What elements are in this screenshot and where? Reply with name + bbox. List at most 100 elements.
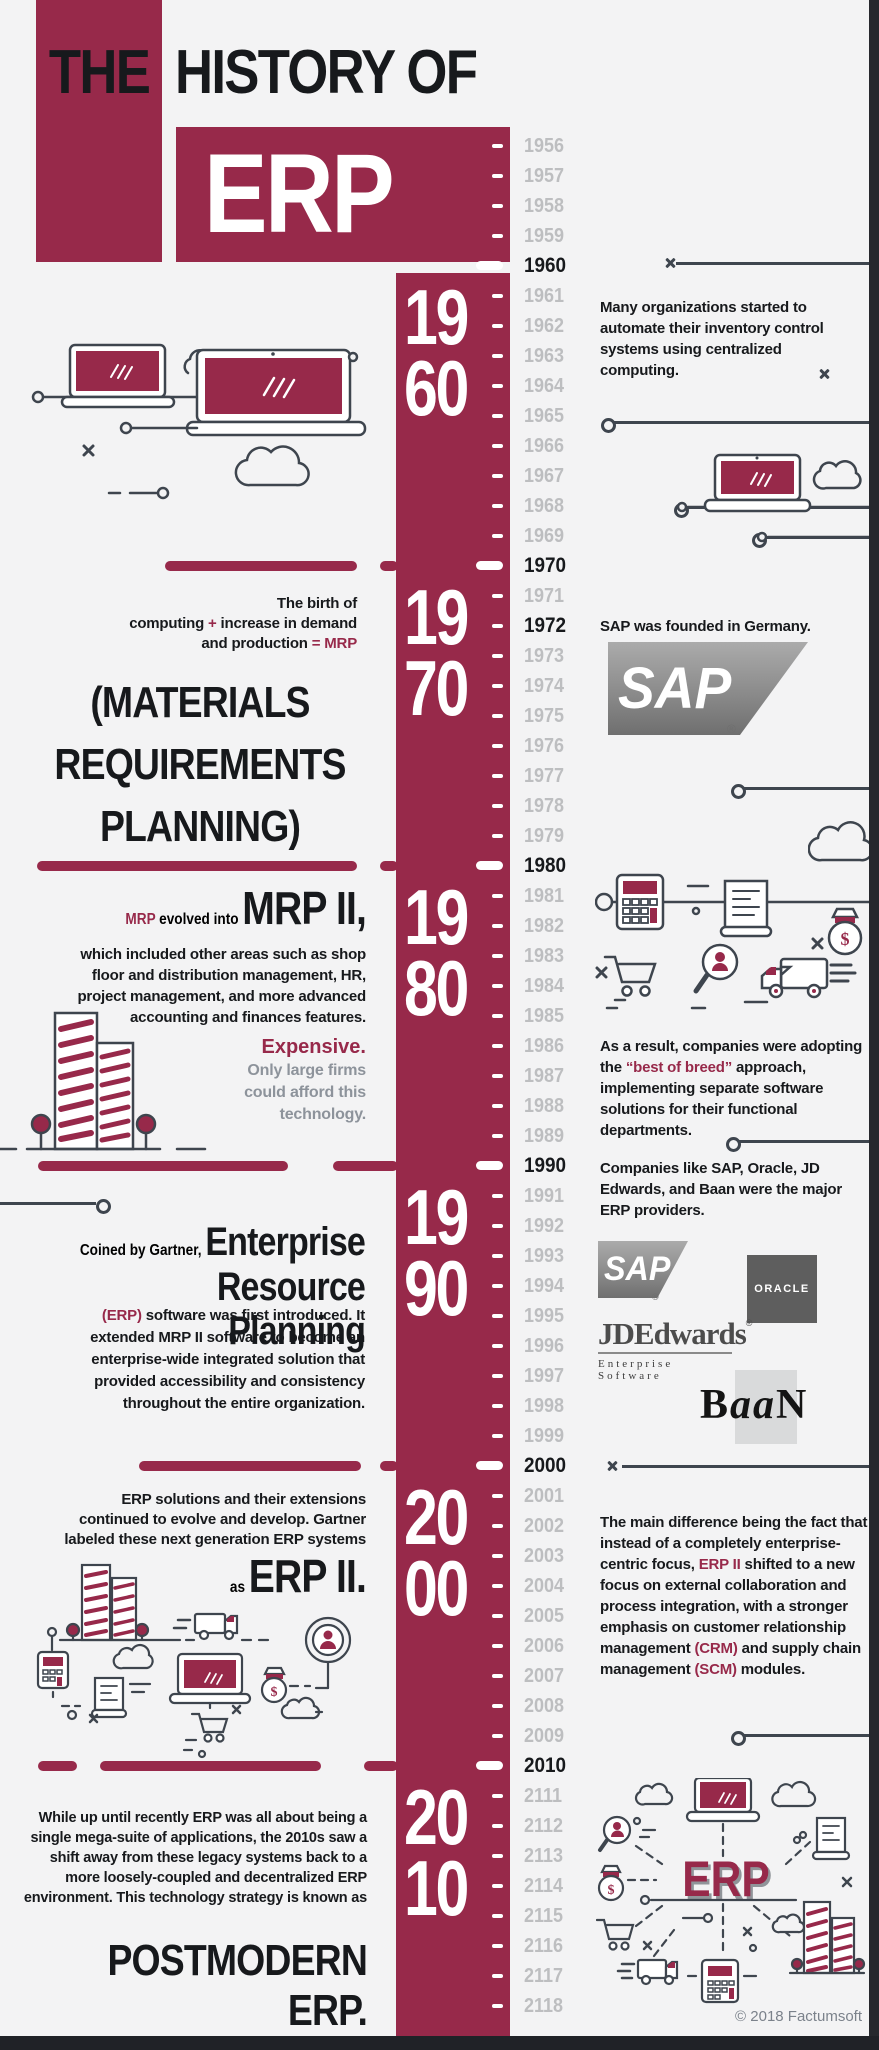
highlight-text: (CRM) [694,1640,738,1657]
year-label: 2117 [524,1965,564,1987]
highlight-text: = [311,635,325,652]
year-tick [492,294,503,298]
text-2010s-left: While up until recently ERP was all abou… [23,1810,367,1906]
x-marker-icon [606,1460,618,1472]
year-tick [492,414,503,418]
bottom-bar [0,2036,879,2050]
year-label: 2002 [524,1515,565,1537]
decade-number-1960: 19 60 [404,273,469,432]
year-tick [492,1254,503,1258]
right-border [869,0,879,2050]
timeline-year-1993: 1993 [0,1241,879,1271]
text-1980s-right: As a result, companies were adopting the… [600,1036,868,1141]
timeline-year-1983: 1983 [0,941,879,971]
timeline-year-2001: 2001 [0,1481,879,1511]
year-tick [492,1854,503,1858]
highlight-text: MRP [324,635,357,652]
year-label: 2009 [524,1725,565,1747]
timeline-year-2002: 2002 [0,1511,879,1541]
title-erp-box [176,127,510,262]
timeline-year-1975: 1975 [0,701,879,731]
tree-icon [790,1957,804,1975]
scene-1980s-icons: $ [595,873,869,1010]
text-1960s: Many organizations started to automate t… [600,299,824,379]
timeline-year-1996: 1996 [0,1331,879,1361]
year-tick [492,384,503,388]
delivery-truck-icon [760,957,857,999]
text-1970s-right: SAP was founded in Germany. [600,618,811,635]
text-1980s-expensive: Expensive. [261,1036,366,1058]
timeline-year-2117: 2117 [0,1961,879,1991]
text-segment: computing [129,615,209,632]
cloud-icon [771,1780,817,1808]
jdedwards-logo: JDEdwards® Enterprise Software [598,1316,753,1382]
timeline-year-2112: 2112 [0,1811,879,1841]
decade-tick [476,561,503,570]
timeline-year-1976: 1976 [0,731,879,761]
timeline-year-1962: 1962 [0,311,879,341]
year-tick [492,1194,503,1198]
year-label: 2010 [524,1754,567,1777]
money-bag-icon [827,907,863,956]
year-tick [492,1824,503,1828]
year-tick [492,684,503,688]
scene-2010s-hub: $ [596,1778,866,2004]
year-tick [492,1794,503,1798]
timeline-year-1984: 1984 [0,971,879,1001]
svg-text:$: $ [841,929,850,949]
year-label: 1977 [524,765,565,787]
year-label: 1978 [524,795,565,817]
highlight-text: (SCM) [694,1661,738,1678]
timeline-year-1989: 1989 [0,1121,879,1151]
text-1990s-para: (ERP) software was first introduced. It … [40,1305,365,1415]
scene-2000s-left: $ [36,1563,352,1759]
timeline-year-1979: 1979 [0,821,879,851]
timeline-year-1999: 1999 [0,1421,879,1451]
tree-icon [134,1622,150,1642]
year-label: 1993 [524,1245,565,1267]
laptop-icon [168,1652,252,1705]
text-segment: As a result, companies were adopting the [600,1038,863,1076]
laptop-icon [60,343,176,409]
year-label: 1976 [524,735,565,757]
text-2000s-left: ERP solutions and their extensions conti… [64,1491,366,1548]
baan-logo-box [735,1370,797,1444]
year-label: 1998 [524,1395,565,1417]
year-label: 1965 [524,405,565,427]
year-label: 1966 [524,435,565,457]
year-tick [492,234,503,238]
text-segment: and production [201,635,312,652]
timeline-year-1977: 1977 [0,761,879,791]
year-label: 1990 [524,1154,567,1177]
connector-line [743,1734,869,1737]
year-label: 2004 [524,1575,565,1597]
year-label: 1962 [524,315,565,337]
timeline-year-2008: 2008 [0,1691,879,1721]
year-label: 1987 [524,1065,565,1087]
year-tick [492,594,503,598]
year-label: 1959 [524,225,565,247]
cloud-icon [634,1782,674,1806]
connector-line [738,1140,869,1143]
year-label: 1963 [524,345,565,367]
timeline-year-2006: 2006 [0,1631,879,1661]
hub-erp-label: ERP [682,1851,770,1907]
sap-registered-mark: ® [652,1292,659,1302]
timeline-year-1974: 1974 [0,671,879,701]
timeline-year-1988: 1988 [0,1091,879,1121]
scene-1980s-buildings [0,1011,207,1151]
year-label: 1982 [524,915,565,937]
timeline-year-2007: 2007 [0,1661,879,1691]
timeline-year-2004: 2004 [0,1571,879,1601]
year-tick [492,1434,503,1438]
year-label: 2114 [524,1875,564,1897]
timeline-year-1957: 1957 [0,161,879,191]
year-label: 1983 [524,945,565,967]
text-1980s-para: which included other areas such as shop … [77,946,366,1026]
year-tick [492,804,503,808]
year-tick [492,894,503,898]
oracle-logo: ORACLE [747,1255,817,1323]
year-tick [492,1014,503,1018]
year-label: 1995 [524,1305,565,1327]
timeline-year-1981: 1981 [0,881,879,911]
